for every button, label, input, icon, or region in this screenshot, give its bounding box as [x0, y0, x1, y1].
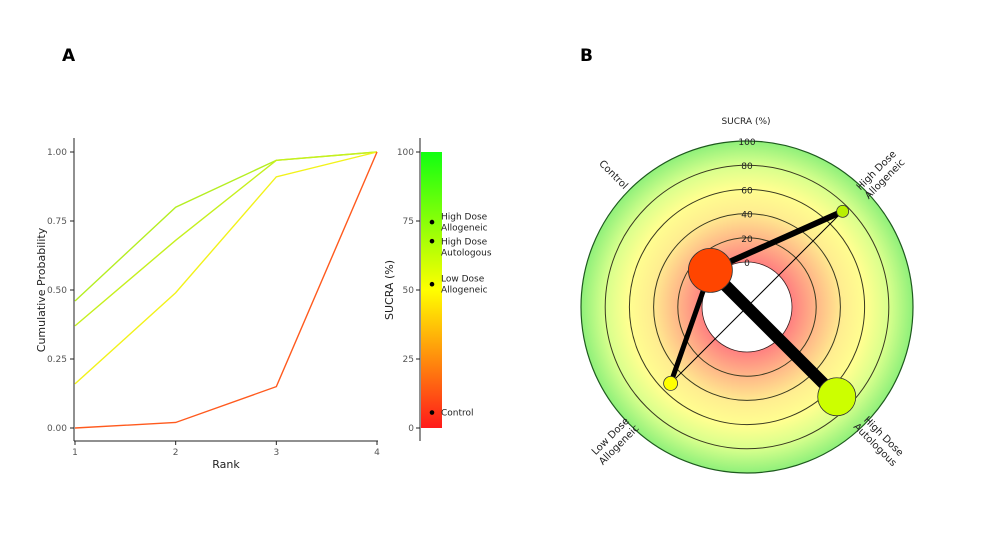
- x-tick-label: 2: [173, 448, 179, 458]
- colorbar-tick-label: 75: [403, 217, 414, 227]
- ring-label: 100: [738, 138, 755, 148]
- y-axis-label: Cumulative Probability: [35, 227, 48, 352]
- ring-label: 0: [744, 259, 750, 269]
- sucra-point: [429, 281, 435, 287]
- ring: [604, 164, 890, 450]
- sucra-point: [429, 410, 435, 415]
- treatment-node: [836, 204, 850, 218]
- ring: [677, 237, 817, 377]
- treatment-label-line: Control: [596, 158, 629, 191]
- ring: [628, 188, 866, 426]
- sucra-point-label: High Dose: [441, 213, 488, 223]
- sucra-radial-plot: SUCRA (%) 20 40 60 80 100 0 Control High DoseA…: [580, 117, 914, 474]
- series-line: [74, 151, 378, 429]
- cumulative-rank-plot: Rank Cumulative Probability 1 2 3 4 0.00 0.25…: [35, 138, 492, 471]
- colorbar-label: SUCRA (%): [383, 260, 396, 320]
- x-tick-label: 1: [72, 448, 78, 458]
- series-line: [74, 151, 378, 385]
- x-tick-label: 3: [273, 448, 279, 458]
- ring-label: 20: [741, 235, 753, 245]
- series-line: [74, 151, 378, 302]
- sucra-point-label: Control: [441, 409, 474, 419]
- treatment-node: [687, 247, 733, 293]
- ring-label: 80: [741, 162, 753, 172]
- ring-label: 40: [741, 211, 753, 221]
- sucra-point-label: High Dose: [441, 238, 488, 248]
- panel-label-b: B: [580, 46, 593, 66]
- series-line: [74, 151, 378, 327]
- y-tick-label: 0.50: [47, 286, 67, 296]
- ring-label: 60: [741, 186, 753, 196]
- y-tick-label: 0.25: [47, 355, 67, 365]
- radial-title: SUCRA (%): [721, 117, 770, 127]
- treatment-node: [817, 377, 857, 417]
- sucra-point: [429, 219, 435, 225]
- x-axis-label: Rank: [212, 458, 240, 471]
- sucra-colorbar: [421, 152, 442, 428]
- y-tick-label: 0.75: [47, 217, 67, 227]
- y-tick-label: 0.00: [47, 424, 67, 434]
- ring: [653, 213, 841, 401]
- colorbar-tick-label: 25: [403, 355, 414, 365]
- colorbar-tick-label: 50: [403, 286, 415, 296]
- colorbar-tick-label: 0: [408, 424, 414, 434]
- sucra-point-label: Autologous: [441, 249, 492, 259]
- sucra-point-label: Allogeneic: [441, 286, 488, 296]
- sucra-point-label: Low Dose: [441, 275, 485, 285]
- y-tick-label: 1.00: [47, 148, 67, 158]
- network-edge: [670, 210, 844, 384]
- x-tick-label: 4: [374, 448, 380, 458]
- network-edge: [706, 266, 841, 401]
- treatment-node: [663, 375, 679, 391]
- colorbar-tick-label: 100: [397, 148, 414, 158]
- network-edge: [709, 208, 844, 274]
- sucra-point: [429, 238, 435, 244]
- sucra-point-label: Allogeneic: [441, 224, 488, 234]
- treatment-label: Control: [596, 158, 629, 191]
- panel-label-a: A: [62, 46, 76, 66]
